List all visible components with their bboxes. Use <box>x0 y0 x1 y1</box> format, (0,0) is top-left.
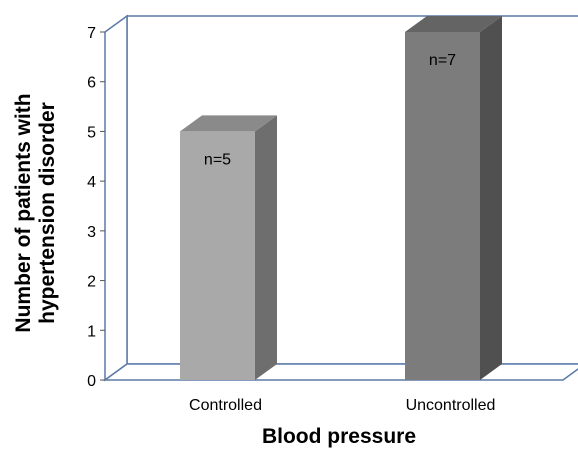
y-tick-label: 2 <box>87 274 96 291</box>
y-tick-label: 3 <box>87 224 96 241</box>
floor <box>105 364 578 380</box>
y-tick-label: 5 <box>87 124 96 141</box>
x-axis-title: Blood pressure <box>262 425 416 448</box>
bar-controlled: n=5 <box>180 115 277 380</box>
bar-side <box>255 115 277 380</box>
x-category-label: Controlled <box>189 397 262 414</box>
y-axis-title-line-1: Number of patients with <box>12 93 35 332</box>
bar-data-label: n=7 <box>429 52 456 69</box>
y-tick-label: 7 <box>87 25 96 42</box>
y-tick-label: 1 <box>87 323 96 340</box>
bar-front <box>180 131 255 380</box>
x-category-label: Uncontrolled <box>406 397 496 414</box>
side-wall <box>105 16 127 380</box>
y-axis-title-line-2: hypertension disorder <box>36 102 59 324</box>
y-tick-label: 0 <box>87 373 96 390</box>
bar-data-label: n=5 <box>204 151 231 168</box>
y-axis-ticks: 0 1 2 3 4 5 6 7 <box>87 25 105 390</box>
chart-walls <box>105 16 578 380</box>
x-axis-categories: Controlled Uncontrolled <box>189 397 495 414</box>
y-tick-label: 6 <box>87 75 96 92</box>
bar-front <box>405 32 480 380</box>
bar-uncontrolled: n=7 <box>405 16 502 380</box>
bar-side <box>480 16 502 380</box>
y-tick-label: 4 <box>87 174 96 191</box>
y-axis-title: Number of patients with hypertension dis… <box>12 93 59 332</box>
